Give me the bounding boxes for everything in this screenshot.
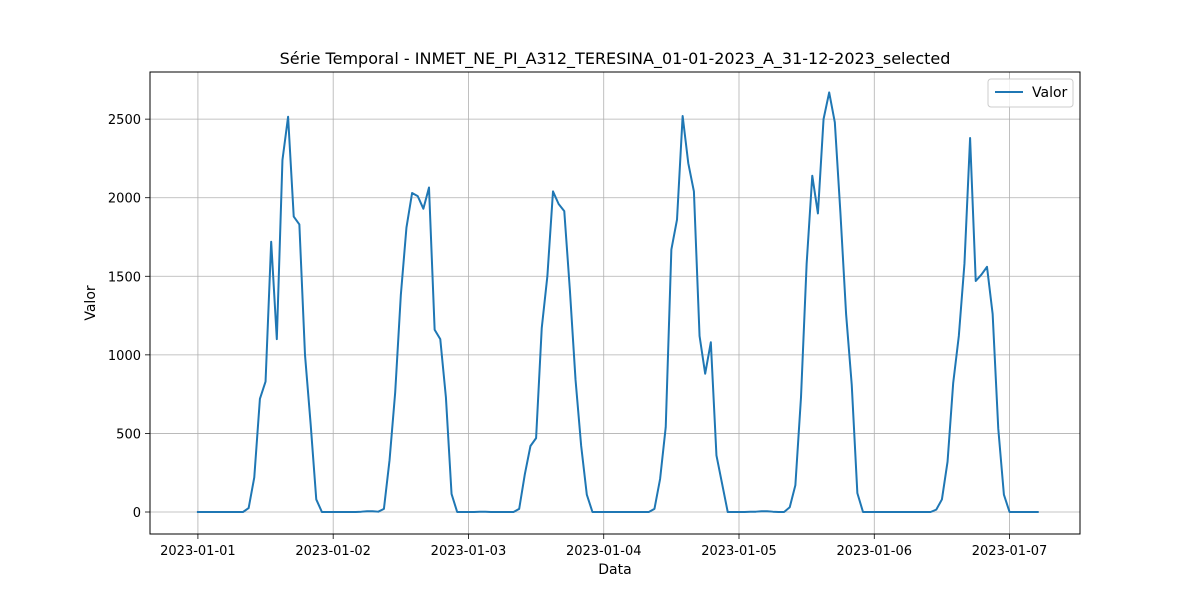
x-tick-label: 2023-01-03	[431, 544, 507, 559]
y-tick-label: 1500	[108, 270, 141, 285]
series-line-valor	[196, 91, 1039, 513]
grid-lines	[150, 72, 1080, 534]
y-axis: 0 500 1000 1500 2000 2500	[108, 113, 150, 521]
chart-title: Série Temporal - INMET_NE_PI_A312_TERESI…	[280, 49, 951, 69]
y-tick-label: 0	[133, 506, 141, 521]
series-layer	[196, 91, 1039, 513]
legend-frame	[987, 78, 1074, 108]
y-axis-label: Valor	[83, 285, 99, 321]
plot-area-frame	[149, 71, 1081, 535]
legend: Valor	[987, 78, 1074, 108]
x-tick-label: 2023-01-06	[836, 544, 912, 559]
y-tick-label: 2500	[108, 113, 141, 128]
legend-label-valor: Valor	[1032, 85, 1068, 101]
x-tick-label: 2023-01-07	[972, 544, 1048, 559]
x-tick-label: 2023-01-01	[160, 544, 236, 559]
x-tick-label: 2023-01-04	[566, 544, 642, 559]
x-axis: 2023-01-01 2023-01-02 2023-01-03 2023-01-04…	[160, 534, 1047, 559]
y-tick-label: 500	[116, 427, 141, 442]
x-tick-label: 2023-01-05	[701, 544, 777, 559]
x-axis-label: Data	[598, 562, 631, 578]
x-tick-label: 2023-01-02	[295, 544, 371, 559]
y-tick-label: 2000	[108, 192, 141, 207]
y-tick-label: 1000	[108, 349, 141, 364]
